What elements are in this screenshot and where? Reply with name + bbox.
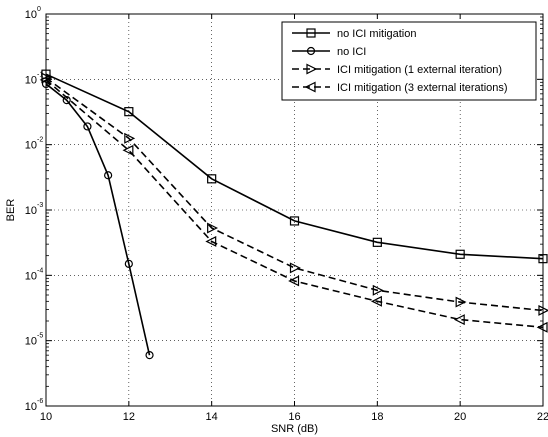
y-tick-exponent: -1 <box>37 71 43 78</box>
legend-label: ICI mitigation (3 external iterations) <box>337 82 508 94</box>
y-tick-exponent: -3 <box>37 202 43 209</box>
y-tick-label: 10 <box>25 270 37 282</box>
legend: no ICI mitigation no ICI ICI mitigation (1… <box>281 21 537 101</box>
y-tick-label: 10 <box>25 401 37 413</box>
square-marker-legend <box>306 28 316 38</box>
legend-box <box>281 21 537 101</box>
x-tick-label: 14 <box>206 411 218 423</box>
legend-label: no ICI <box>337 46 366 58</box>
triangle-left-marker <box>122 144 134 156</box>
square-marker <box>124 107 134 117</box>
x-axis-label: SNR (dB) <box>271 423 318 435</box>
y-tick-label: 10 <box>25 74 37 86</box>
triangle-right-marker <box>207 222 219 234</box>
triangle-right-marker-legend <box>306 63 318 75</box>
series-line <box>45 73 544 260</box>
triangle-right-marker <box>124 132 136 144</box>
x-tick-label: 18 <box>371 411 383 423</box>
y-tick-exponent: 0 <box>37 6 41 13</box>
circle-marker <box>104 171 113 180</box>
square-marker <box>207 174 217 184</box>
y-tick-exponent: -2 <box>37 137 43 144</box>
series-line <box>45 79 544 329</box>
triangle-right-marker <box>372 284 384 296</box>
x-tick-label: 20 <box>454 411 466 423</box>
triangle-left-marker <box>288 275 300 287</box>
circle-marker-legend <box>306 46 316 56</box>
square-marker <box>455 249 465 259</box>
circle-marker <box>124 259 133 268</box>
series-line <box>45 77 544 312</box>
triangle-left-marker-legend <box>304 81 316 93</box>
x-tick-label: 10 <box>40 411 52 423</box>
legend-entry: no ICI <box>292 46 366 58</box>
y-tick-label: 10 <box>25 9 37 21</box>
square-marker <box>289 216 300 226</box>
y-tick-exponent: -6 <box>37 398 43 405</box>
legend-entry: ICI mitigation (1 external iteration) <box>292 63 502 76</box>
triangle-left-marker <box>453 314 465 326</box>
series-layer <box>39 69 548 360</box>
series-line <box>45 83 151 356</box>
legend-entry: no ICI mitigation <box>292 28 416 40</box>
legend-label: ICI mitigation (1 external iteration) <box>337 64 502 76</box>
y-tick-exponent: -5 <box>37 333 43 340</box>
x-tick-label: 16 <box>288 411 300 423</box>
x-tick-label: 22 <box>537 411 548 423</box>
legend-label: no ICI mitigation <box>337 28 416 40</box>
y-tick-exponent: -4 <box>37 267 43 274</box>
triangle-left-marker <box>370 295 382 307</box>
triangle-left-marker <box>205 235 217 247</box>
y-axis-label: BER <box>5 199 17 222</box>
circle-marker <box>145 351 154 360</box>
legend-entry: ICI mitigation (3 external iterations) <box>292 81 508 94</box>
circle-marker <box>83 122 92 131</box>
triangle-right-marker <box>455 296 467 308</box>
x-tick-label: 12 <box>123 411 135 423</box>
y-tick-label: 10 <box>25 140 37 152</box>
triangle-right-marker <box>289 262 301 274</box>
y-tick-label: 10 <box>25 336 37 348</box>
y-tick-label: 10 <box>25 205 37 217</box>
square-marker <box>372 237 382 247</box>
